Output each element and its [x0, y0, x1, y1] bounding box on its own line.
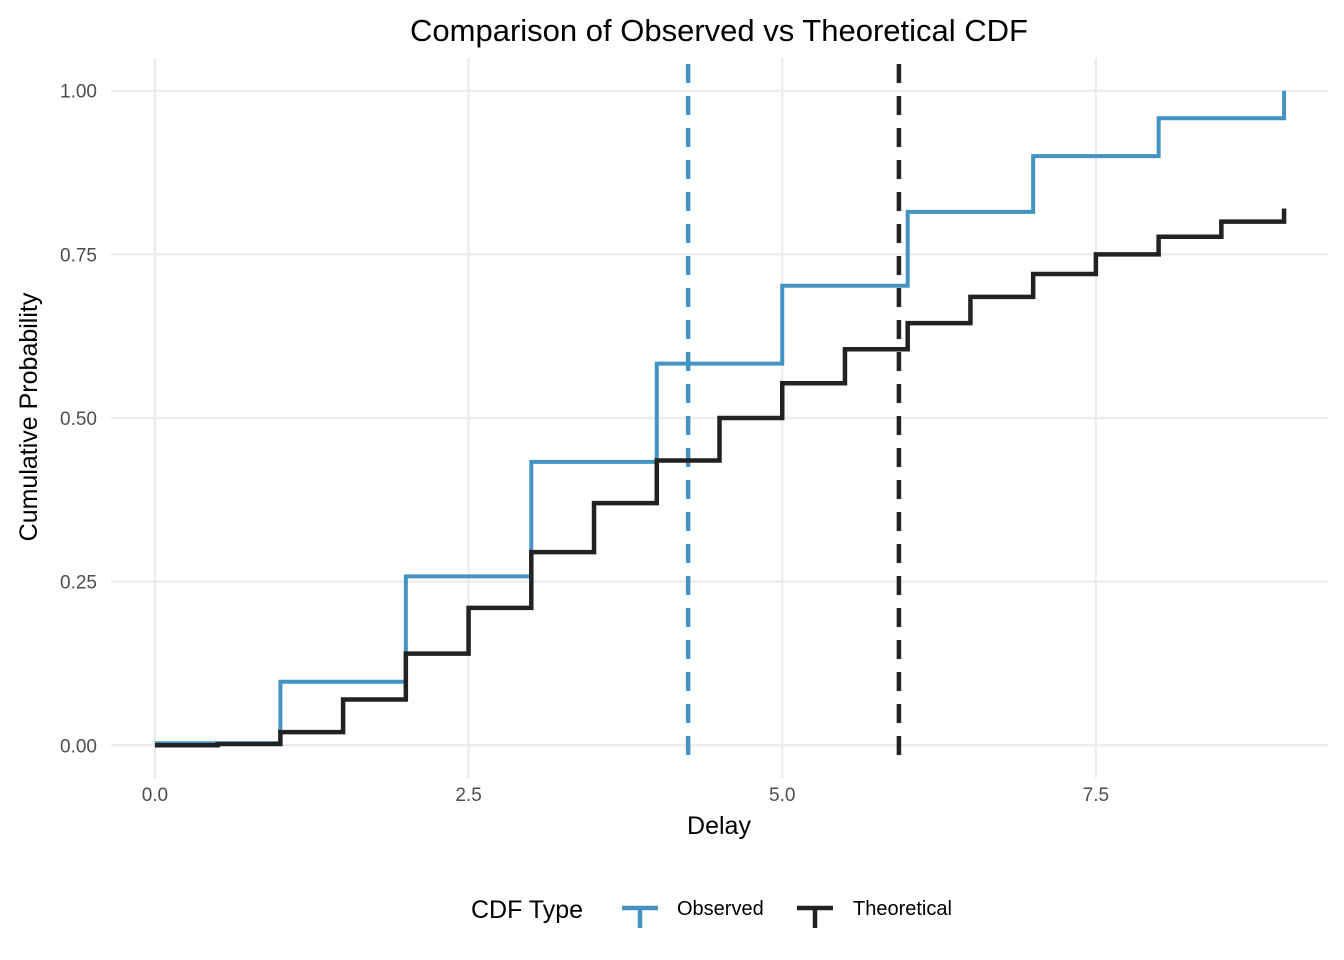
x-axis-title: Delay — [687, 812, 751, 840]
y-tick-label: 0.25 — [60, 573, 97, 594]
series-line-theoretical — [154, 208, 1287, 748]
legend-title: CDF Type — [471, 896, 583, 924]
x-tick-label: 7.5 — [1083, 785, 1109, 806]
legend-items: Observed Theoretical — [622, 898, 952, 928]
legend-item-theoretical: Theoretical — [797, 898, 952, 928]
x-tick-label: 5.0 — [769, 785, 795, 806]
y-tick-label: 1.00 — [60, 82, 97, 103]
legend-item-observed: Observed — [622, 898, 764, 928]
legend-label: Observed — [677, 898, 764, 920]
x-tick-labels: 0.0 2.5 5.0 7.5 — [142, 785, 1109, 806]
x-tick-label: 0.0 — [142, 785, 168, 806]
reference-lines — [685, 64, 902, 768]
chart-title: Comparison of Observed vs Theoretical CD… — [410, 13, 1028, 48]
y-tick-labels: 0.00 0.25 0.50 0.75 1.00 — [60, 82, 97, 758]
x-tick-label: 2.5 — [455, 785, 481, 806]
y-tick-label: 0.00 — [60, 736, 97, 757]
series-layer — [154, 90, 1287, 748]
y-tick-label: 0.50 — [60, 409, 97, 430]
y-axis-title: Cumulative Probability — [15, 292, 43, 541]
grid-layer — [111, 58, 1328, 778]
y-tick-label: 0.75 — [60, 245, 97, 266]
legend: CDF Type Observed Theoretical — [471, 896, 952, 928]
legend-label: Theoretical — [853, 898, 952, 920]
